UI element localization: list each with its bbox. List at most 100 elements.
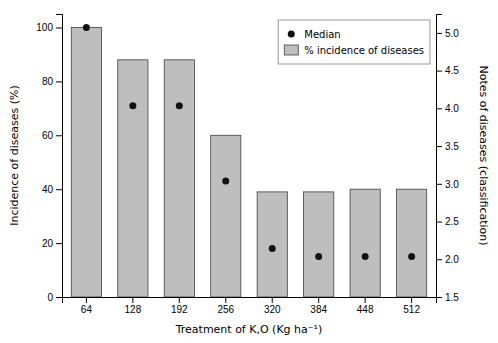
tick-label: 4.0: [445, 103, 459, 114]
dot: [129, 102, 136, 109]
tick: 3.0: [436, 179, 459, 190]
tick-label: 20: [42, 238, 54, 249]
tick: 80: [42, 76, 62, 87]
tick: 4.5: [436, 65, 459, 76]
tick-label: 80: [42, 76, 54, 87]
x-axis-title: Treatment of K,O (Kg ha⁻¹): [175, 323, 323, 336]
tick-mark: [436, 33, 442, 34]
dot: [362, 253, 369, 260]
tick: 192: [171, 297, 188, 315]
tick: 2.0: [436, 254, 459, 265]
dot: [408, 253, 415, 260]
tick-mark: [56, 297, 62, 298]
tick-label: 2.5: [445, 216, 459, 227]
tick: 256: [217, 297, 234, 315]
tick-mark: [365, 297, 366, 303]
legend: Median % incidence of diseases: [278, 20, 430, 64]
tick-label: 64: [81, 304, 93, 315]
dot: [315, 253, 322, 260]
tick: 512: [403, 297, 420, 315]
axis-line: [63, 298, 437, 304]
tick-mark: [436, 146, 442, 147]
bar: [71, 27, 101, 297]
axis-line: [437, 15, 443, 298]
bar: [397, 189, 427, 297]
bar: [211, 135, 241, 297]
legend-frame: [278, 20, 430, 64]
tick: 1.5: [436, 292, 459, 303]
tick-label: 2.0: [445, 254, 459, 265]
tick: 60: [42, 130, 62, 141]
tick-mark: [436, 222, 442, 223]
tick-mark: [132, 297, 133, 303]
tick-label: 0: [47, 292, 53, 303]
tick-label: 100: [36, 22, 53, 33]
tick-label: 384: [310, 304, 327, 315]
tick: 3.5: [436, 141, 459, 152]
tick-label: 128: [125, 304, 142, 315]
tick-mark: [56, 189, 62, 190]
tick-label: 60: [42, 130, 54, 141]
bar: [118, 60, 148, 297]
tick: 2.5: [436, 216, 459, 227]
tick-mark: [56, 243, 62, 244]
tick-mark: [436, 108, 442, 109]
tick-label: 5.0: [445, 28, 459, 39]
tick: 448: [357, 297, 374, 315]
tick: 40: [42, 184, 62, 195]
y2-axis: 1.5 2.0 2.5 3.0 3.5 4.0 4.5 5.0: [436, 15, 459, 303]
tick-label: 512: [403, 304, 420, 315]
tick-mark: [56, 81, 62, 82]
dot: [269, 245, 276, 252]
tick-mark: [225, 297, 226, 303]
tick-mark: [179, 297, 180, 303]
tick-label: 256: [217, 304, 234, 315]
tick-label: 3.0: [445, 179, 459, 190]
tick: 128: [125, 297, 142, 315]
axis-line: [56, 15, 63, 298]
dot: [176, 102, 183, 109]
tick-mark: [318, 297, 319, 303]
marks: [71, 24, 426, 297]
tick-label: 40: [42, 184, 54, 195]
tick: 384: [310, 297, 327, 315]
y-axis: 0 20 40 60 80 100: [36, 15, 62, 303]
tick-mark: [86, 297, 87, 303]
tick-mark: [411, 297, 412, 303]
legend-swatch: [288, 31, 295, 38]
tick: 100: [36, 22, 62, 33]
tick-mark: [436, 259, 442, 260]
bar: [164, 60, 194, 297]
tick-mark: [56, 135, 62, 136]
tick-mark: [436, 71, 442, 72]
y-axis-title: Incidence of diseases (%): [8, 85, 21, 226]
chart: 64 128 192 256 320 384 448 512 0 20 40 60 80 100 1.5 2.…: [0, 0, 498, 343]
tick-label: 448: [357, 304, 374, 315]
x-axis: 64 128 192 256 320 384 448 512: [63, 297, 437, 315]
dot: [83, 24, 90, 31]
y2-axis-title: Notes of diseases (classification): [477, 65, 490, 245]
tick-mark: [436, 184, 442, 185]
tick-label: 192: [171, 304, 188, 315]
dot: [222, 178, 229, 185]
tick-label: 1.5: [445, 292, 459, 303]
tick-mark: [56, 27, 62, 28]
legend-swatch: [284, 45, 298, 55]
tick: 5.0: [436, 28, 459, 39]
tick-label: 3.5: [445, 141, 459, 152]
bar: [350, 189, 380, 297]
tick: 20: [42, 238, 62, 249]
plot: 64 128 192 256 320 384 448 512 0 20 40 60 80 100 1.5 2.…: [8, 15, 490, 337]
tick: 0: [47, 292, 62, 303]
bar: [304, 192, 334, 297]
tick: 320: [264, 297, 281, 315]
legend-label: Median: [304, 29, 340, 40]
tick-mark: [436, 297, 442, 298]
bar: [257, 192, 287, 297]
tick-label: 320: [264, 304, 281, 315]
tick-mark: [272, 297, 273, 303]
tick: 64: [81, 297, 93, 315]
tick: 4.0: [436, 103, 459, 114]
tick-label: 4.5: [445, 65, 459, 76]
legend-label: % incidence of diseases: [304, 45, 424, 56]
